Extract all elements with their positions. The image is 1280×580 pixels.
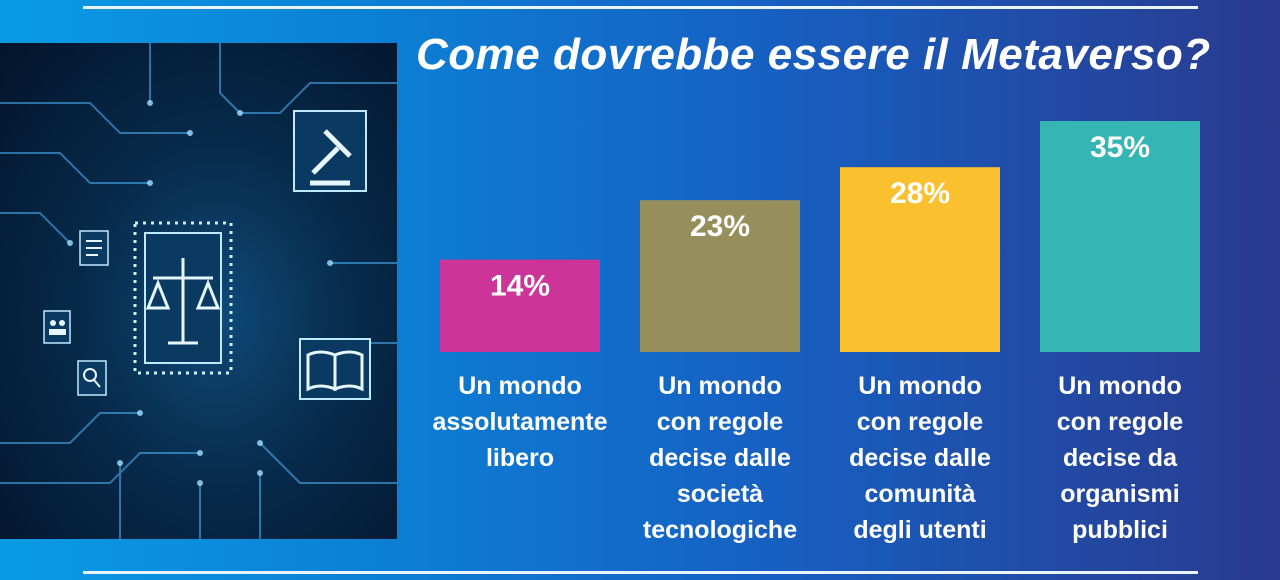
bar-2 [640, 200, 800, 352]
category-label-4: Un mondo con regole decise da organismi … [1056, 372, 1184, 544]
search-icon [83, 368, 101, 388]
category-label-2: Un mondo con regole decise dalle società… [642, 372, 798, 544]
bar-value-label-1: 14% [490, 270, 550, 303]
bar-1 [440, 259, 600, 352]
top-rule [83, 6, 1198, 9]
bar-4 [1040, 121, 1200, 352]
chip-outline [133, 221, 233, 375]
bar-value-label-2: 23% [690, 210, 750, 243]
bar-value-label-3: 28% [890, 177, 950, 210]
bar-value-label-4: 35% [1090, 131, 1150, 164]
bottom-rule [83, 571, 1198, 574]
users-icon [49, 320, 66, 335]
book-icon [306, 350, 364, 392]
gavel-icon [310, 129, 352, 186]
document-icon [86, 240, 102, 256]
scale-icon [145, 258, 221, 345]
circuit-law-illustration [0, 43, 397, 539]
chart-title: Come dovrebbe essere il Metaverso? [416, 30, 1211, 79]
category-label-1: Un mondo assolutamente libero [432, 372, 608, 472]
bar-3 [840, 167, 1000, 352]
category-label-3: Un mondo con regole decise dalle comunit… [849, 372, 991, 544]
